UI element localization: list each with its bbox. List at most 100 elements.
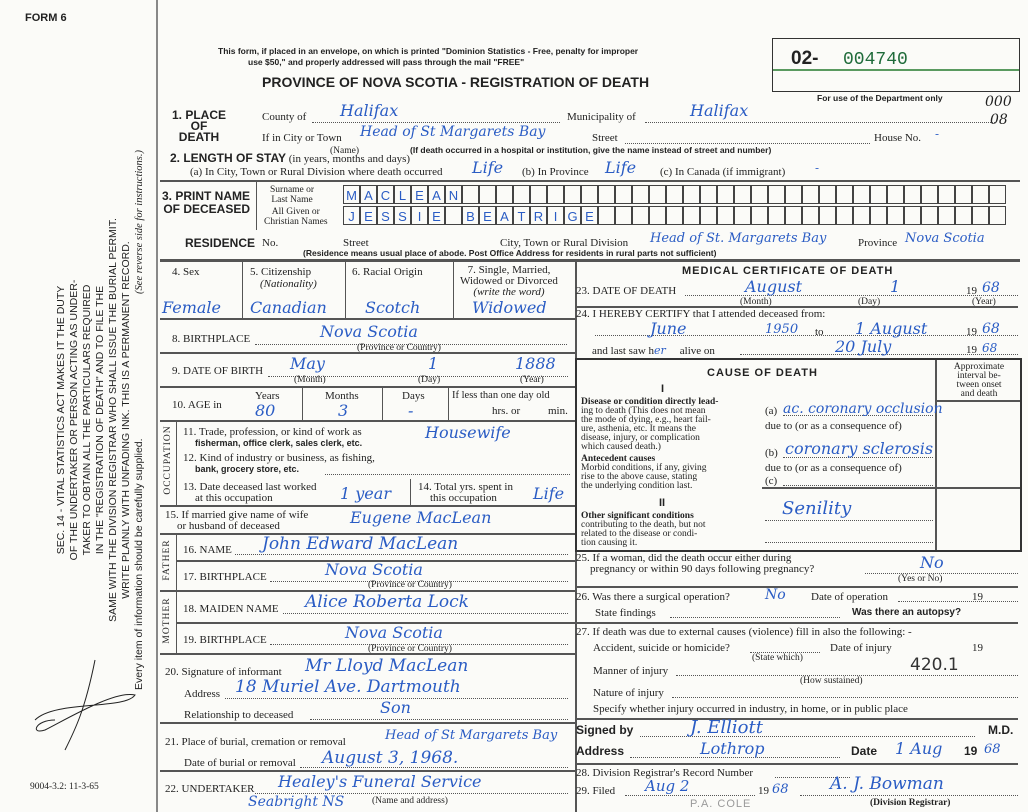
marital-value[interactable]: Widowed: [472, 298, 547, 317]
attended-from[interactable]: June: [650, 319, 687, 338]
dod-month[interactable]: August: [745, 277, 803, 296]
letter-box[interactable]: [479, 185, 496, 204]
signed-year[interactable]: 68: [984, 742, 1001, 757]
letter-box[interactable]: [989, 206, 1006, 225]
county-value[interactable]: Halifax: [340, 101, 399, 120]
mother-name-value[interactable]: Alice Roberta Lock: [305, 592, 469, 612]
letter-box[interactable]: [547, 185, 564, 204]
burial-date-value[interactable]: August 3, 1968.: [322, 748, 459, 768]
letter-box[interactable]: E: [581, 206, 598, 225]
letter-box[interactable]: [615, 185, 632, 204]
letter-box[interactable]: [598, 206, 615, 225]
occupation-value[interactable]: Housewife: [425, 423, 511, 442]
dod-year[interactable]: 68: [982, 280, 1000, 296]
letter-box[interactable]: [649, 206, 666, 225]
city-value[interactable]: Head of St Margarets Bay: [360, 124, 546, 140]
letter-box[interactable]: [921, 206, 938, 225]
letter-box[interactable]: [700, 185, 717, 204]
letter-box[interactable]: [717, 206, 734, 225]
letter-box[interactable]: A: [496, 206, 513, 225]
letter-box[interactable]: [700, 206, 717, 225]
attended-from-year[interactable]: 1950: [765, 322, 799, 337]
cause-b-value[interactable]: coronary sclerosis: [785, 439, 934, 458]
municipality-value[interactable]: Halifax: [690, 101, 749, 120]
letter-box[interactable]: J: [343, 206, 360, 225]
spouse-value[interactable]: Eugene MacLean: [350, 508, 492, 527]
informant-address[interactable]: 18 Muriel Ave. Dartmouth: [235, 677, 461, 697]
dob-month[interactable]: May: [290, 354, 325, 373]
letter-box[interactable]: [632, 206, 649, 225]
letter-box[interactable]: [870, 185, 887, 204]
years-value[interactable]: 80: [255, 401, 276, 420]
relationship-value[interactable]: Son: [380, 698, 411, 717]
physician-signature[interactable]: J. Elliott: [690, 717, 763, 738]
letter-box[interactable]: [819, 206, 836, 225]
letter-box[interactable]: [972, 206, 989, 225]
father-birthplace-value[interactable]: Nova Scotia: [325, 560, 423, 579]
letter-box[interactable]: [462, 185, 479, 204]
burial-place-value[interactable]: Head of St Margarets Bay: [385, 728, 558, 743]
attended-to[interactable]: 1 August: [855, 319, 928, 338]
letter-box[interactable]: [955, 206, 972, 225]
letter-box[interactable]: [785, 206, 802, 225]
letter-box[interactable]: C: [377, 185, 394, 204]
signed-date[interactable]: 1 Aug: [895, 739, 943, 758]
stay-province-value[interactable]: Life: [605, 158, 637, 177]
last-saw-date[interactable]: 20 July: [835, 337, 892, 356]
citizenship-value[interactable]: Canadian: [250, 298, 327, 317]
letter-box[interactable]: [615, 206, 632, 225]
months-value[interactable]: 3: [338, 401, 349, 420]
registrar-signature[interactable]: A. J. Bowman: [830, 774, 944, 794]
letter-box[interactable]: [734, 185, 751, 204]
mother-birthplace-value[interactable]: Nova Scotia: [345, 623, 443, 642]
letter-box[interactable]: [802, 185, 819, 204]
letter-box[interactable]: [887, 185, 904, 204]
letter-box[interactable]: [683, 185, 700, 204]
letter-box[interactable]: [904, 206, 921, 225]
letter-box[interactable]: S: [377, 206, 394, 225]
letter-box[interactable]: [734, 206, 751, 225]
last-saw-her[interactable]: er: [654, 344, 666, 357]
years-in-occupation-value[interactable]: Life: [533, 484, 565, 503]
letter-box[interactable]: [870, 206, 887, 225]
letter-box[interactable]: [513, 185, 530, 204]
letter-box[interactable]: [683, 206, 700, 225]
letter-box[interactable]: B: [462, 206, 479, 225]
filed-year[interactable]: 68: [772, 782, 789, 797]
undertaker-address[interactable]: Seabright NS: [248, 794, 345, 810]
letter-box[interactable]: [904, 185, 921, 204]
dob-day[interactable]: 1: [428, 354, 439, 373]
letter-box[interactable]: [666, 185, 683, 204]
q26-value[interactable]: No: [765, 587, 786, 603]
letter-box[interactable]: I: [411, 206, 428, 225]
stay-city-value[interactable]: Life: [472, 158, 504, 177]
letter-box[interactable]: [819, 185, 836, 204]
letter-box[interactable]: M: [343, 185, 360, 204]
letter-box[interactable]: [972, 185, 989, 204]
undertaker-name[interactable]: Healey's Funeral Service: [278, 772, 482, 791]
letter-box[interactable]: [717, 185, 734, 204]
filed-date[interactable]: Aug 2: [645, 777, 690, 795]
dob-year[interactable]: 1888: [515, 354, 556, 373]
letter-box[interactable]: [598, 185, 615, 204]
letter-box[interactable]: R: [530, 206, 547, 225]
letter-box[interactable]: [768, 185, 785, 204]
other-conditions-value[interactable]: Senility: [782, 498, 852, 519]
letter-box[interactable]: A: [360, 185, 377, 204]
letter-box[interactable]: [632, 185, 649, 204]
letter-box[interactable]: [496, 185, 513, 204]
birthplace-value[interactable]: Nova Scotia: [320, 322, 418, 341]
attended-to-year[interactable]: 68: [982, 321, 1000, 337]
letter-box[interactable]: A: [428, 185, 445, 204]
letter-box[interactable]: [938, 185, 955, 204]
informant-signature[interactable]: Mr Lloyd MacLean: [305, 656, 469, 676]
letter-box[interactable]: [955, 185, 972, 204]
letter-box[interactable]: [887, 206, 904, 225]
letter-box[interactable]: [649, 185, 666, 204]
letter-box[interactable]: [564, 185, 581, 204]
father-name-value[interactable]: John Edward MacLean: [262, 534, 459, 554]
letter-box[interactable]: T: [513, 206, 530, 225]
letter-box[interactable]: [989, 185, 1006, 204]
letter-box[interactable]: [853, 206, 870, 225]
letter-box[interactable]: [768, 206, 785, 225]
